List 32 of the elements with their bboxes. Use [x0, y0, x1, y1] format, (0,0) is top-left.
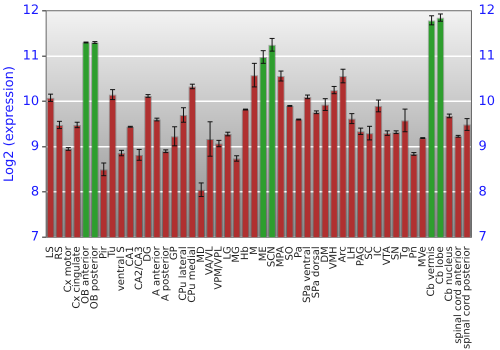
x-tick-label: A anterior [151, 245, 162, 296]
y2-tick-label: 10 [478, 94, 496, 109]
x-tick-label: MVe [417, 246, 428, 268]
y-tick-label: 8 [30, 184, 40, 200]
y-tick-label: 9 [30, 139, 40, 154]
y-tick-label: 7 [30, 230, 40, 245]
x-tick-label: Pa [293, 246, 304, 258]
y2-tick-label: 9 [478, 139, 487, 154]
y-tick-label: 10 [22, 94, 40, 109]
x-tick-label: A posterior [160, 245, 172, 302]
x-tick-label: Cb nucleus [444, 246, 455, 302]
x-tick-label: SPa dorsal [310, 246, 322, 298]
x-tick-label: spinal cord posterior [462, 245, 473, 350]
x-tick-label: GP [169, 246, 180, 260]
x-tick-label: CA1 [124, 246, 136, 266]
x-tick-label: Pn [408, 246, 420, 258]
x-tick-label: OB posterior [89, 245, 100, 310]
y-tick-label: 11 [22, 48, 40, 64]
y2-tick-label: 7 [478, 230, 487, 245]
x-tick-label: Cb lobe [435, 246, 446, 284]
x-tick-label: LH [346, 246, 358, 260]
y-tick-label: 12 [22, 3, 40, 18]
y2-tick-label: 8 [478, 184, 487, 200]
x-tick-label: Tg [400, 246, 411, 260]
x-tick-label: M [248, 246, 260, 255]
y2-tick-label: 11 [478, 48, 496, 64]
y2-tick-label: 12 [478, 3, 496, 18]
x-tick-label: SO [284, 246, 296, 261]
y-axis-title: Log2 (expression) [2, 66, 18, 182]
x-tick-label: CPu medial [186, 246, 198, 303]
x-tick-label: DG [142, 246, 154, 262]
x-tick-label: RS [54, 246, 66, 260]
